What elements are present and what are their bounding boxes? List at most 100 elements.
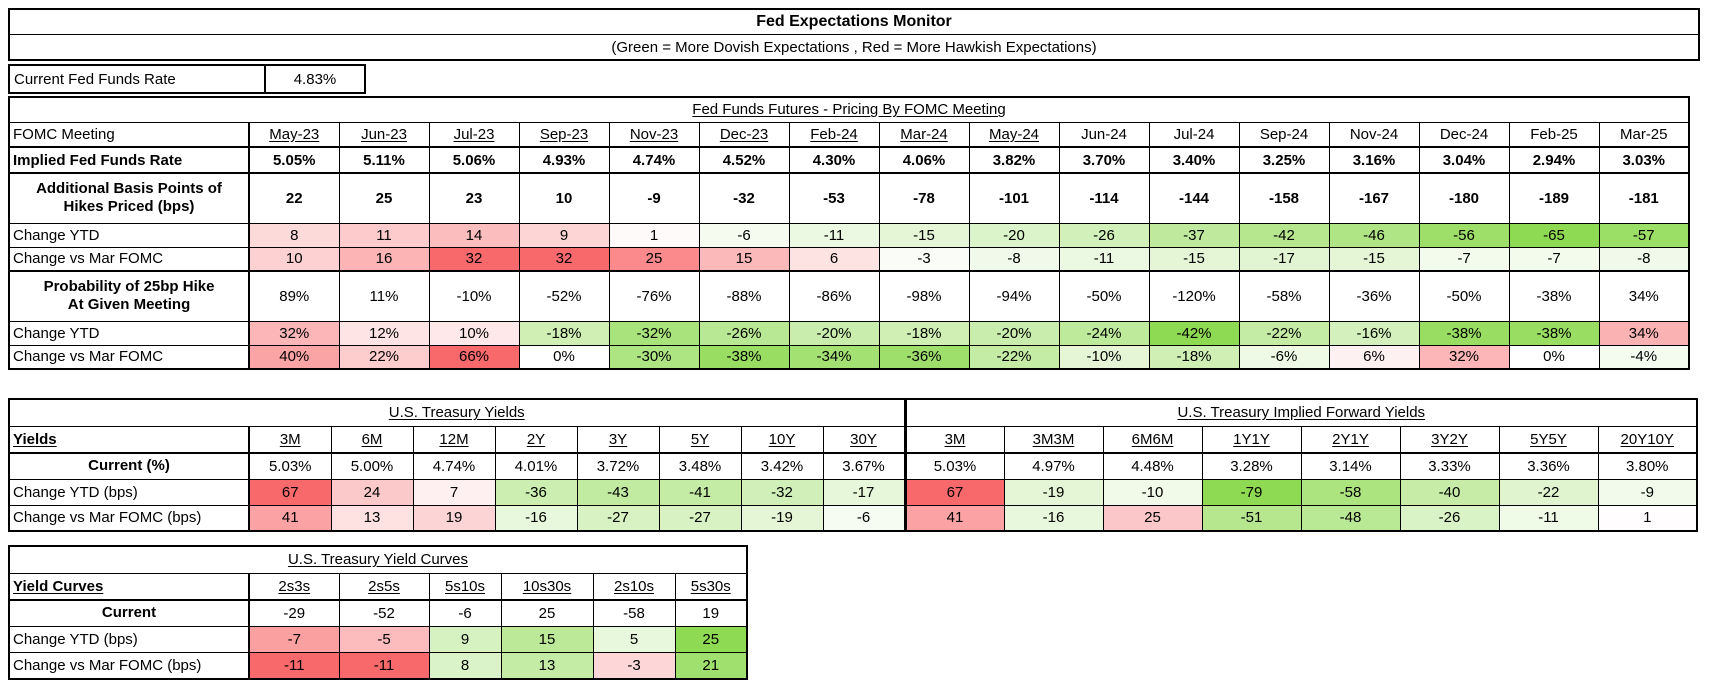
column-header: 3Y2Y — [1399, 425, 1500, 454]
data-cell: -26 — [1399, 504, 1500, 532]
data-cell: 67 — [904, 478, 1005, 506]
data-cell: -120% — [1148, 270, 1240, 322]
data-cell: -24% — [1058, 320, 1150, 346]
column-header: 5Y — [658, 425, 742, 454]
data-cell: 5 — [592, 625, 676, 653]
data-cell: 32% — [1418, 344, 1510, 370]
data-cell: 10 — [248, 246, 340, 272]
data-cell: 4.01% — [494, 452, 578, 480]
data-cell: 5.03% — [248, 452, 332, 480]
column-header: Mar-25 — [1598, 121, 1690, 148]
data-cell: -10% — [1058, 344, 1150, 370]
data-cell: -38% — [1508, 320, 1600, 346]
data-cell: -36% — [1328, 270, 1420, 322]
data-cell: -58% — [1238, 270, 1330, 322]
column-header: May-24 — [968, 121, 1060, 148]
data-cell: 4.93% — [518, 146, 610, 174]
column-header: Feb-24 — [788, 121, 880, 148]
data-cell: 22 — [248, 172, 340, 224]
data-cell: 25 — [500, 599, 594, 627]
data-cell: 22% — [338, 344, 430, 370]
page-subtitle: (Green = More Dovish Expectations , Red … — [611, 38, 1097, 56]
data-cell: -38% — [698, 344, 790, 370]
data-cell: -32 — [740, 478, 824, 506]
data-cell: -26% — [698, 320, 790, 346]
data-cell: 10% — [428, 320, 520, 346]
data-cell: -101 — [968, 172, 1060, 224]
data-cell: -7 — [1418, 246, 1510, 272]
data-cell: -29 — [248, 599, 340, 627]
row-label: Change vs Mar FOMC (bps) — [8, 651, 250, 680]
data-cell: -114 — [1058, 172, 1150, 224]
data-cell: -17 — [822, 478, 907, 506]
data-cell: 3.03% — [1598, 146, 1690, 174]
data-cell: 3.25% — [1238, 146, 1330, 174]
data-cell: -51 — [1201, 504, 1302, 532]
data-cell: -8 — [1598, 246, 1690, 272]
data-cell: 41 — [248, 504, 332, 532]
current-rate-value: 4.83% — [293, 70, 337, 88]
data-cell: -98% — [878, 270, 970, 322]
data-cell: -3 — [592, 651, 676, 680]
treasury-yields-table: U.S. Treasury Yields U.S. Treasury Implie… — [8, 398, 1698, 532]
row-label: Change YTD — [8, 222, 250, 248]
data-cell: 13 — [330, 504, 414, 532]
row-label: Change YTD (bps) — [8, 478, 250, 506]
column-header: Sep-24 — [1238, 121, 1330, 148]
data-cell: 40% — [248, 344, 340, 370]
column-header: 3M — [904, 425, 1005, 454]
data-cell: -36 — [494, 478, 578, 506]
data-cell: -15 — [878, 222, 970, 248]
data-cell: 41 — [904, 504, 1005, 532]
column-header: 2Y — [494, 425, 578, 454]
data-cell: -3 — [878, 246, 970, 272]
data-cell: 0% — [1508, 344, 1600, 370]
data-cell: -79 — [1201, 478, 1302, 506]
column-header: 20Y10Y — [1597, 425, 1698, 454]
data-cell: 3.82% — [968, 146, 1060, 174]
title-box: Fed Expectations Monitor (Green = More D… — [8, 8, 1700, 61]
data-cell: -86% — [788, 270, 880, 322]
data-cell: 3.72% — [576, 452, 660, 480]
data-cell: 1 — [1597, 504, 1698, 532]
data-cell: -19 — [1003, 478, 1104, 506]
data-cell: 11 — [338, 222, 430, 248]
data-cell: -4% — [1598, 344, 1690, 370]
row-label: Change YTD (bps) — [8, 625, 250, 653]
data-cell: -15 — [1328, 246, 1420, 272]
page-title: Fed Expectations Monitor — [10, 10, 1698, 35]
data-cell: -65 — [1508, 222, 1600, 248]
data-cell: 32% — [248, 320, 340, 346]
column-header: Jun-23 — [338, 121, 430, 148]
data-cell: -27 — [576, 504, 660, 532]
data-cell: 3.28% — [1201, 452, 1302, 480]
data-cell: 3.80% — [1597, 452, 1698, 480]
data-cell: 5.00% — [330, 452, 414, 480]
data-cell: -189 — [1508, 172, 1600, 224]
current-rate-label: Current Fed Funds Rate — [10, 66, 266, 92]
data-cell: -20% — [968, 320, 1060, 346]
column-header: 5Y5Y — [1498, 425, 1599, 454]
data-cell: -48 — [1300, 504, 1401, 532]
data-cell: -56 — [1418, 222, 1510, 248]
data-cell: -19 — [740, 504, 824, 532]
column-header: May-23 — [248, 121, 340, 148]
data-cell: -41 — [658, 478, 742, 506]
data-cell: 4.97% — [1003, 452, 1104, 480]
data-cell: -43 — [576, 478, 660, 506]
data-cell: 12% — [338, 320, 430, 346]
data-cell: -16 — [1003, 504, 1104, 532]
row-label: Current — [8, 599, 250, 627]
data-cell: -17 — [1238, 246, 1330, 272]
fomc-pricing-table: Fed Funds Futures - Pricing By FOMC Meet… — [8, 96, 1690, 370]
data-cell: 4.52% — [698, 146, 790, 174]
data-cell: 7 — [412, 478, 496, 506]
data-cell: -32 — [698, 172, 790, 224]
row-label: Implied Fed Funds Rate — [8, 146, 250, 174]
row-label-header: Yields — [8, 425, 250, 454]
data-cell: -57 — [1598, 222, 1690, 248]
data-cell: -18% — [878, 320, 970, 346]
data-cell: -22% — [1238, 320, 1330, 346]
row-label: Change vs Mar FOMC — [8, 344, 250, 370]
